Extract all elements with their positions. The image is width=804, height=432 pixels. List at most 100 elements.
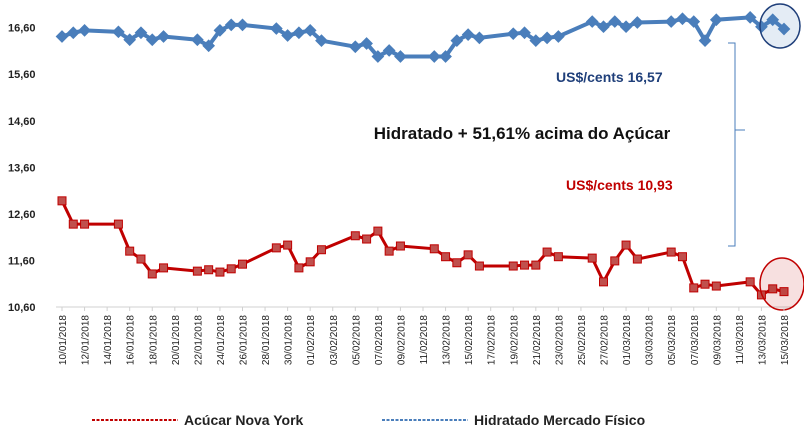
x-tick-label: 11/03/2018	[735, 315, 746, 365]
data-point	[384, 246, 394, 256]
data-point	[271, 243, 281, 253]
data-point	[134, 26, 148, 40]
data-point	[281, 29, 294, 42]
data-point	[373, 226, 383, 236]
data-point	[292, 26, 306, 40]
data-point	[226, 264, 236, 274]
x-tick-label: 09/02/2018	[396, 315, 407, 365]
data-point	[395, 241, 405, 251]
data-point	[236, 18, 249, 32]
y-tick-label: 11,60	[8, 255, 35, 267]
x-tick-label: 28/01/2018	[261, 315, 272, 365]
x-tick-label: 12/01/2018	[81, 315, 92, 365]
data-point	[743, 11, 757, 24]
x-tick-label: 05/02/2018	[351, 315, 362, 365]
data-point	[677, 252, 687, 262]
annotation: US$/cents 10,93	[566, 177, 673, 193]
data-point	[191, 33, 204, 47]
data-point	[508, 261, 518, 271]
data-point	[78, 24, 91, 37]
data-point	[136, 254, 146, 264]
x-tick-label: 25/02/2018	[577, 315, 588, 365]
data-point	[540, 31, 554, 45]
data-point	[362, 234, 372, 244]
data-point	[66, 26, 80, 40]
data-point	[608, 15, 622, 28]
data-point	[294, 263, 304, 273]
plot	[55, 11, 791, 300]
x-tick-label: 13/02/2018	[442, 315, 453, 365]
data-point	[676, 12, 689, 26]
data-point	[700, 279, 710, 289]
data-point	[394, 50, 407, 63]
data-point	[112, 25, 125, 39]
data-point	[745, 277, 755, 287]
y-tick-label: 10,60	[8, 302, 36, 314]
data-point	[597, 20, 610, 34]
data-point	[269, 22, 283, 35]
data-point	[630, 16, 644, 29]
data-point	[621, 240, 631, 250]
x-tick-label: 07/02/2018	[374, 315, 385, 365]
data-point	[57, 196, 67, 206]
legend-label: Acúcar Nova York	[184, 412, 304, 428]
x-tick-label: 09/03/2018	[712, 315, 723, 365]
data-point	[283, 240, 293, 250]
data-point	[159, 263, 169, 273]
x-tick-label: 16/01/2018	[126, 315, 137, 365]
data-point	[766, 13, 780, 27]
annotation: Hidratado + 51,61% acima do Açúcar	[374, 124, 671, 143]
highlight	[759, 257, 804, 311]
data-point	[552, 30, 565, 43]
data-point	[125, 246, 135, 256]
data-point	[473, 31, 486, 45]
x-tick-label: 03/02/2018	[329, 315, 340, 365]
data-point	[463, 250, 473, 260]
x-tick-label: 23/02/2018	[554, 315, 565, 365]
data-point	[474, 261, 484, 271]
x-tick-label: 27/02/2018	[600, 315, 611, 365]
data-point	[553, 252, 563, 262]
data-point	[666, 247, 676, 257]
data-point	[777, 22, 791, 36]
y-tick-label: 15,60	[8, 69, 36, 81]
data-point	[204, 265, 214, 275]
data-point	[450, 34, 464, 48]
x-tick-label: 17/02/2018	[487, 315, 498, 365]
data-point	[350, 231, 360, 241]
data-point	[80, 219, 90, 229]
data-point	[461, 28, 475, 41]
data-point	[755, 20, 768, 34]
data-point	[371, 50, 385, 63]
data-point	[238, 259, 247, 269]
x-tick-label: 21/02/2018	[532, 315, 543, 365]
data-point	[439, 50, 452, 63]
data-point	[664, 15, 678, 28]
data-point	[55, 30, 69, 43]
x-tick-label: 15/03/2018	[780, 315, 791, 365]
y-tick-label: 16,60	[8, 23, 36, 35]
data-point	[224, 18, 238, 32]
x-tick-label: 30/01/2018	[284, 315, 295, 365]
data-point	[585, 15, 599, 28]
x-tick-label: 26/01/2018	[239, 315, 250, 365]
x-tick-label: 01/02/2018	[306, 315, 317, 365]
x-tick-label: 19/02/2018	[509, 315, 520, 365]
data-point	[689, 283, 699, 293]
data-point	[452, 258, 462, 268]
x-tick-label: 10/01/2018	[58, 315, 69, 365]
data-point	[147, 269, 157, 279]
x-tick-label: 18/01/2018	[148, 315, 159, 365]
x-tick-label: 24/01/2018	[216, 315, 227, 365]
data-point	[348, 40, 362, 54]
data-point	[709, 13, 723, 27]
legend-label: Hidratado Mercado Físico	[474, 412, 645, 428]
data-point	[531, 260, 541, 270]
bracket	[728, 42, 736, 247]
data-point	[123, 33, 137, 47]
data-point	[305, 257, 315, 267]
x-tick-label: 22/01/2018	[193, 315, 204, 365]
data-point	[303, 24, 317, 37]
data-point	[619, 20, 633, 34]
